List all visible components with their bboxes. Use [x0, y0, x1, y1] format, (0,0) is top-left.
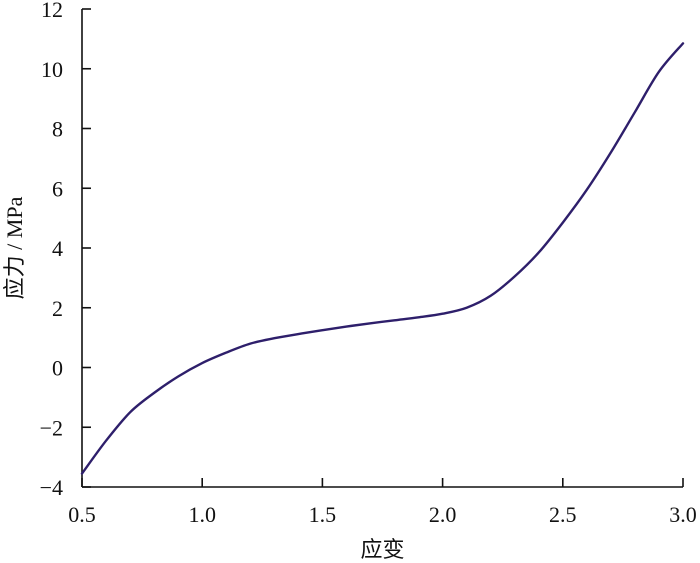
y-tick-label: 12: [41, 0, 63, 22]
ticks: 0.5 1.0 1.5 2.0 2.5 3.0 −4 −2 0 2 4 6 8 10 12: [40, 0, 697, 527]
x-tick-label: 2.5: [549, 502, 577, 527]
y-tick-label: 10: [41, 57, 63, 82]
y-tick-label: −2: [40, 415, 63, 440]
y-axis-label: 应力 / MPa: [2, 196, 27, 299]
y-tick-label: 2: [52, 296, 63, 321]
x-tick-label: 2.0: [429, 502, 457, 527]
x-tick-label: 3.0: [669, 502, 697, 527]
y-tick-label: −4: [40, 475, 63, 500]
x-tick-label: 1.0: [188, 502, 216, 527]
axis-labels: 应变 应力 / MPa: [2, 196, 405, 562]
y-tick-label: 6: [52, 176, 63, 201]
y-tick-label: 8: [52, 117, 63, 142]
x-tick-label: 0.5: [68, 502, 96, 527]
y-tick-label: 4: [52, 236, 63, 261]
y-tick-label: 0: [52, 356, 63, 381]
series-layer: [80, 42, 685, 475]
series-line: [80, 42, 685, 475]
x-axis-label: 应变: [360, 537, 404, 562]
x-tick-label: 1.5: [309, 502, 337, 527]
axes: [81, 9, 683, 488]
